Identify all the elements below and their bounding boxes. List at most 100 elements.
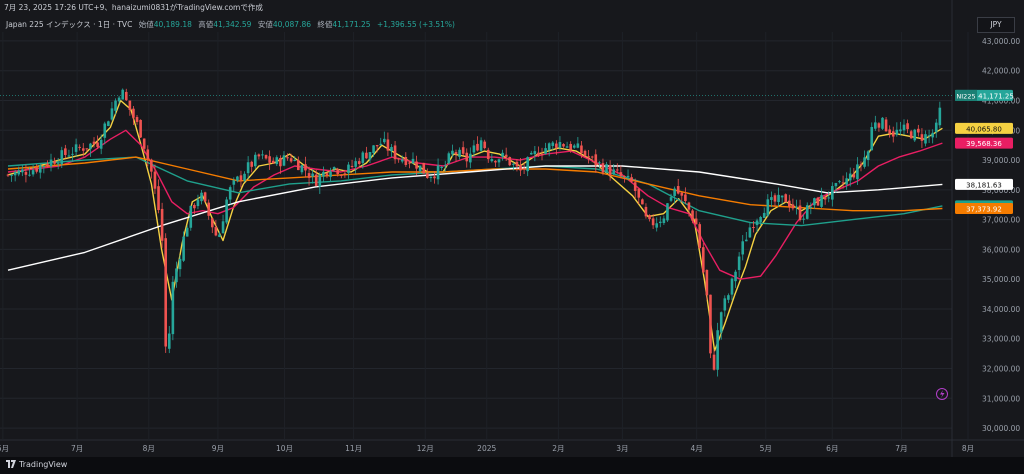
candle-body [243, 173, 246, 181]
candle-body [128, 100, 132, 110]
candle-body [780, 195, 784, 198]
candle-body [124, 91, 128, 101]
price-badge-value: 38,181.63 [966, 181, 1002, 189]
candle-body [612, 169, 615, 175]
price-tick-label: 36,000.00 [982, 245, 1020, 254]
high-label: 高値 [198, 20, 214, 29]
price-badge [955, 137, 1013, 149]
currency-button[interactable]: JPY [977, 17, 1015, 33]
candle-body [461, 147, 465, 154]
candle-body [920, 134, 924, 141]
price-tick-label: 34,000.00 [982, 305, 1020, 314]
candle-body [823, 196, 827, 200]
candle-body [899, 129, 902, 132]
candle-body [906, 123, 909, 130]
candle-body [38, 165, 42, 173]
candle-body [486, 149, 490, 160]
candle-body [884, 119, 888, 132]
symbol-badge [955, 89, 977, 101]
candle-body [917, 128, 920, 133]
price-badges: NI225 41,171.25 40,065.80 39,568.36 38,181.6… [955, 89, 1014, 214]
candle-body [529, 152, 533, 155]
candle-body [472, 145, 476, 153]
candle-body [314, 174, 318, 186]
candle-body [755, 220, 759, 226]
candle-body [770, 197, 773, 201]
candle-body [408, 162, 411, 164]
candle-body [863, 157, 866, 167]
candle-body [228, 187, 232, 200]
price-tick-label: 42,000.00 [982, 67, 1020, 76]
footer-bar [0, 457, 1024, 474]
candle-body [67, 155, 71, 157]
candle-body [42, 166, 46, 168]
candle-body [666, 203, 669, 221]
time-tick-label: 3月 [616, 444, 628, 453]
candle-body [798, 205, 802, 220]
candle-body [902, 124, 906, 131]
candle-body [572, 145, 576, 148]
candle-body [490, 159, 494, 162]
candle-body [555, 143, 558, 148]
candle-body [175, 268, 178, 283]
symbol-title[interactable]: Japan 225 インデックス · 1日 · TVC [6, 20, 133, 29]
tradingview-logo[interactable]: TradingView [6, 460, 67, 469]
candle-body [304, 164, 307, 171]
time-tick-label: 7月 [71, 444, 83, 453]
candle-body [784, 194, 788, 203]
candle-body [569, 143, 572, 150]
candle-body [114, 100, 117, 111]
candle-body [848, 173, 852, 181]
lightning-icon[interactable] [936, 388, 948, 400]
candle-body [189, 205, 193, 228]
candle-body [110, 108, 114, 120]
candle-body [297, 160, 300, 171]
candle-body [282, 155, 286, 166]
candle-body [701, 247, 705, 273]
candle-body [522, 168, 526, 170]
candle-body [648, 214, 651, 220]
candle-body [651, 218, 655, 226]
candle-body [96, 142, 99, 147]
candle-body [537, 152, 540, 156]
candle-body [411, 158, 415, 164]
candle-body [795, 206, 798, 208]
candle-body [580, 145, 583, 154]
symbol-legend: Japan 225 インデックス · 1日 · TVC 始値40,189.18 … [6, 19, 455, 30]
time-tick-label: 2月 [552, 444, 564, 453]
candle-body [443, 165, 447, 167]
candle-body [816, 197, 820, 206]
candle-body [178, 258, 182, 270]
candle-body [271, 160, 275, 164]
price-tick-label: 43,000.00 [982, 37, 1020, 46]
candle-body [874, 122, 877, 129]
candle-body [390, 147, 393, 152]
candle-body [318, 174, 322, 187]
candle-body [895, 129, 899, 135]
candle-body [752, 227, 755, 229]
time-tick-label: 7月 [895, 444, 907, 453]
candle-body [153, 171, 157, 189]
candle-body [594, 154, 598, 166]
candle-body [182, 236, 185, 261]
candle-body [203, 192, 207, 202]
candle-body [734, 271, 737, 282]
candle-body [85, 148, 89, 150]
candle-body [497, 159, 501, 163]
candle-body [841, 182, 845, 184]
candle-body [17, 170, 21, 175]
candle-body [741, 241, 745, 255]
candle-body [28, 174, 31, 176]
candle-body [476, 143, 479, 151]
candle-body [791, 204, 795, 209]
candle-body [268, 156, 271, 163]
candle-body [225, 199, 228, 223]
candle-body [669, 197, 673, 201]
candle-body [386, 139, 390, 151]
candle-body [716, 330, 719, 370]
candle-body [630, 177, 633, 182]
candle-body [684, 194, 687, 202]
candle-body [361, 152, 365, 163]
